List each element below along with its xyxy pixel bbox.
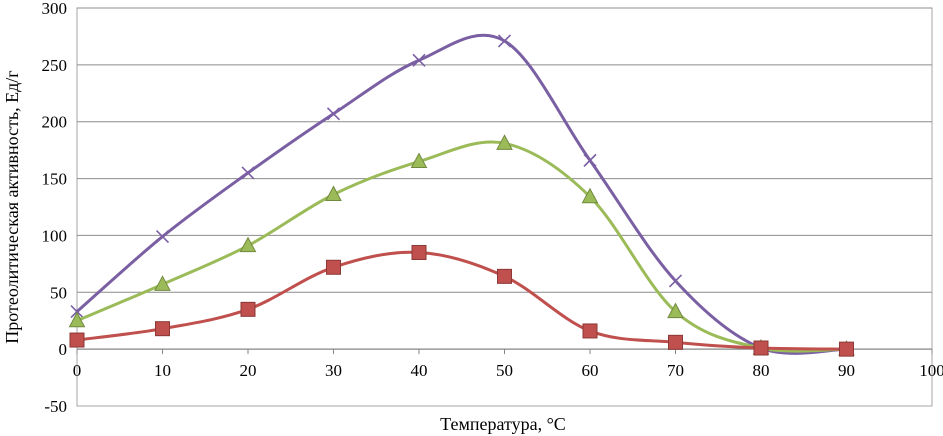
data-point bbox=[239, 236, 257, 253]
data-point bbox=[325, 185, 342, 201]
data-point bbox=[154, 275, 171, 291]
data-point bbox=[410, 152, 428, 169]
data-point bbox=[497, 268, 512, 284]
data-point bbox=[582, 323, 598, 339]
data-point bbox=[155, 321, 170, 337]
y-tick-label: 50 bbox=[50, 283, 67, 302]
series-x bbox=[70, 33, 854, 356]
data-point bbox=[411, 244, 427, 260]
x-tick-label: 20 bbox=[240, 361, 257, 380]
y-axis-title: Протеолитическая активность, Ед/г bbox=[2, 70, 22, 343]
data-point bbox=[581, 187, 599, 204]
x-axis-ticks: 0 10 20 30 40 50 60 70 80 90 100 bbox=[73, 349, 943, 380]
x-tick-label: 100 bbox=[919, 361, 943, 380]
y-tick-label: 300 bbox=[42, 0, 68, 18]
series-line bbox=[75, 33, 848, 355]
data-point bbox=[68, 311, 86, 328]
data-point bbox=[155, 230, 170, 244]
x-tick-label: 50 bbox=[496, 361, 513, 380]
data-point bbox=[668, 274, 683, 288]
data-point bbox=[668, 334, 683, 350]
data-point bbox=[667, 302, 684, 319]
data-point bbox=[412, 53, 426, 67]
data-point bbox=[839, 341, 854, 357]
data-point bbox=[753, 340, 769, 356]
y-tick-label: 0 bbox=[59, 340, 68, 359]
data-point bbox=[240, 301, 256, 317]
x-tick-label: 10 bbox=[154, 361, 171, 380]
y-tick-label: 250 bbox=[42, 56, 68, 75]
x-tick-label: 30 bbox=[325, 361, 342, 380]
series-layer bbox=[68, 33, 855, 357]
data-point bbox=[69, 332, 85, 348]
x-tick-label: 70 bbox=[667, 361, 684, 380]
data-point bbox=[241, 166, 255, 180]
x-tick-label: 0 bbox=[73, 361, 82, 380]
x-tick-label: 90 bbox=[838, 361, 855, 380]
x-axis-title: Температура, °С bbox=[440, 414, 566, 434]
x-tick-label: 40 bbox=[411, 361, 428, 380]
y-tick-label: 100 bbox=[42, 226, 68, 245]
series-line bbox=[75, 250, 848, 351]
series-square bbox=[69, 244, 854, 357]
y-tick-label: 200 bbox=[42, 113, 68, 132]
y-tick-label: -50 bbox=[44, 397, 67, 416]
data-point bbox=[326, 107, 341, 121]
data-point bbox=[326, 259, 341, 275]
data-point bbox=[497, 34, 512, 48]
y-axis-ticks: -50 0 50 100 150 200 250 300 bbox=[42, 0, 68, 416]
data-point bbox=[70, 305, 84, 319]
series-line bbox=[75, 140, 848, 353]
gridlines bbox=[77, 7, 932, 293]
y-tick-label: 150 bbox=[42, 170, 68, 189]
x-tick-label: 80 bbox=[753, 361, 770, 380]
plot-area bbox=[76, 7, 933, 407]
data-point bbox=[583, 153, 597, 167]
data-point bbox=[496, 134, 513, 150]
x-tick-label: 60 bbox=[582, 361, 599, 380]
